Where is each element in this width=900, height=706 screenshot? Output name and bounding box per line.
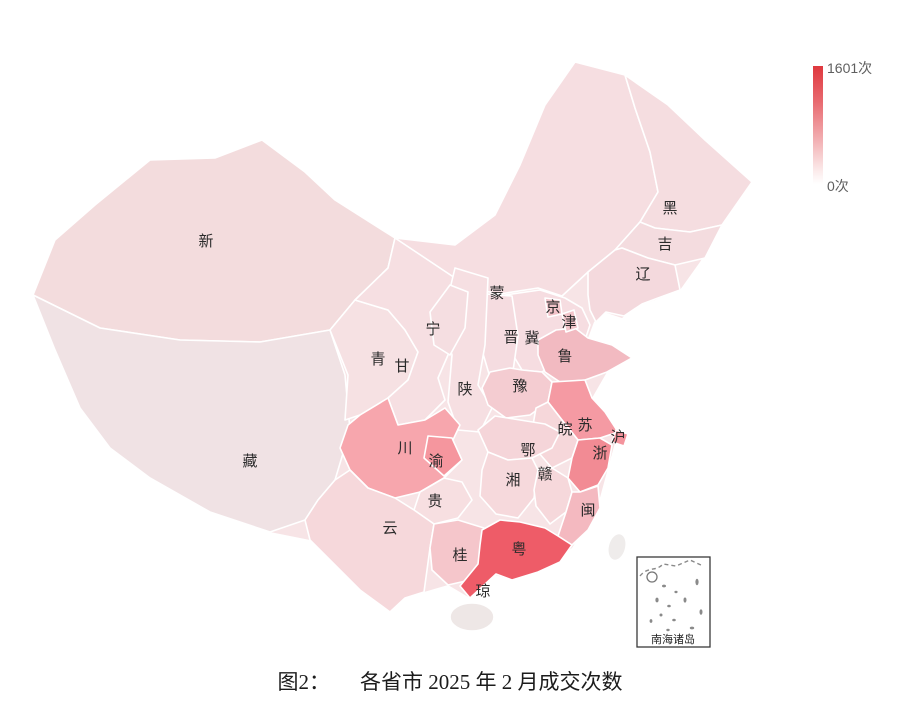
label-guangdong: 粤 (511, 540, 526, 558)
region-chongqing (423, 435, 463, 477)
color-legend: 1601次 0次 (812, 40, 892, 200)
region-ningxia (429, 284, 469, 356)
figure-caption: 图2： 各省市 2025 年 2 月成交次数 (0, 666, 900, 696)
label-zhejiang: 浙 (592, 445, 607, 462)
label-fujian: 闽 (580, 502, 595, 519)
label-tianjin: 津 (561, 314, 576, 331)
label-jiangxi: 赣 (537, 466, 552, 483)
inset-title: 南海诸岛 (651, 632, 695, 646)
region-taiwan (608, 534, 626, 560)
figure-title: 各省市 2025 年 2 月成交次数 (360, 670, 623, 694)
label-xinjiang: 新 (198, 233, 213, 250)
label-hainan: 琼 (475, 583, 490, 600)
label-hebei: 冀 (524, 330, 539, 347)
label-jiangsu: 苏 (577, 417, 592, 434)
label-guizhou: 贵 (427, 493, 442, 510)
label-chongqing: 渝 (428, 453, 443, 470)
label-ningxia: 宁 (425, 321, 440, 338)
label-guangxi: 桂 (452, 547, 467, 564)
label-shanghai: 沪 (610, 429, 625, 446)
inset-coastline (639, 559, 704, 577)
label-sichuan: 川 (397, 441, 412, 457)
legend-min-label: 0次 (827, 178, 849, 194)
label-beijing: 京 (545, 299, 560, 316)
legend-max-label: 1601次 (827, 60, 873, 76)
label-shanxi: 晋 (503, 329, 518, 346)
china-choropleth-map: 新 藏 青 甘 宁 陕 晋 冀 蒙 京 津 黑 吉 辽 鲁 豫 苏 皖 沪 浙 … (32, 61, 753, 648)
region-shanghai (611, 429, 629, 447)
figure-number: 图2： (277, 670, 331, 694)
label-jilin: 吉 (657, 236, 672, 253)
label-gansu: 甘 (394, 358, 409, 375)
label-neimenggu: 蒙 (489, 285, 504, 302)
region-hainan (449, 602, 495, 632)
region-guangdong (459, 519, 573, 599)
region-zhejiang (567, 437, 613, 493)
label-heilongjiang: 黑 (662, 201, 677, 217)
region-yunnan (304, 469, 435, 613)
region-tianjin (561, 309, 579, 333)
inset-islands (649, 578, 703, 632)
region-liaoning (587, 247, 681, 323)
region-hunan (479, 451, 539, 519)
label-shandong: 鲁 (557, 348, 572, 365)
south-china-sea-inset: 南海诸岛 (636, 556, 711, 648)
inset-ring-island (646, 571, 658, 583)
label-liaoning: 辽 (635, 266, 650, 283)
label-anhui: 皖 (557, 421, 572, 438)
legend-gradient-bar (813, 66, 823, 184)
label-qinghai: 青 (370, 351, 385, 368)
label-hunan: 湘 (505, 472, 520, 489)
label-yunnan: 云 (382, 521, 397, 537)
label-shaanxi: 陕 (457, 381, 472, 398)
label-hubei: 鄂 (520, 442, 535, 459)
region-shandong (537, 327, 633, 383)
label-henan: 豫 (512, 378, 527, 395)
region-xinjiang (32, 139, 396, 343)
label-xizang: 藏 (242, 453, 257, 470)
